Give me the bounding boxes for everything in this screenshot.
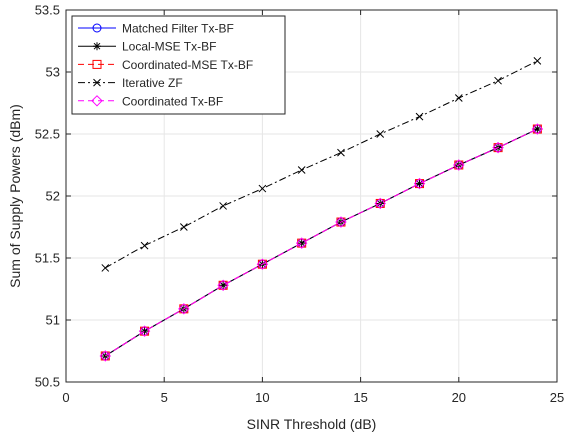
y-tick-label: 53.5 bbox=[35, 3, 60, 18]
legend-label: Matched Filter Tx-BF bbox=[122, 22, 234, 36]
data-point bbox=[376, 130, 385, 138]
data-point bbox=[413, 177, 426, 190]
data-point bbox=[100, 351, 110, 361]
y-tick-label: 52.5 bbox=[35, 127, 60, 142]
data-point bbox=[256, 258, 269, 270]
x-tick-label: 15 bbox=[353, 390, 367, 405]
data-point bbox=[493, 143, 503, 153]
y-axis-title: Sum of Supply Powers (dBm) bbox=[7, 104, 23, 288]
data-point bbox=[415, 112, 424, 121]
data-point bbox=[375, 198, 385, 208]
legend-marker bbox=[91, 95, 103, 107]
legend-box bbox=[71, 15, 286, 115]
data-point bbox=[336, 217, 346, 227]
legend-label: Iterative ZF bbox=[122, 76, 183, 90]
data-point bbox=[257, 259, 267, 269]
data-point bbox=[492, 141, 504, 154]
legend-label: Local-MSE Tx-BF bbox=[122, 40, 216, 54]
series-layer bbox=[99, 56, 544, 362]
data-point bbox=[218, 280, 228, 290]
x-tick-label: 0 bbox=[62, 390, 69, 405]
x-tick-label: 5 bbox=[161, 390, 168, 405]
x-axis-title: SINR Threshold (dB) bbox=[247, 416, 377, 432]
data-point bbox=[415, 179, 425, 189]
legend: Matched Filter Tx-BF Local-MSE Tx-BF Coord… bbox=[71, 15, 286, 115]
x-tick-label: 10 bbox=[255, 390, 269, 405]
data-point bbox=[453, 159, 465, 171]
data-point bbox=[179, 223, 188, 231]
data-point bbox=[297, 166, 306, 174]
x-tick-label: 20 bbox=[452, 390, 466, 405]
data-point bbox=[297, 239, 306, 248]
data-point bbox=[140, 241, 149, 250]
legend-label: Coordinated Tx-BF bbox=[122, 94, 223, 108]
data-point bbox=[531, 123, 544, 135]
data-point bbox=[179, 304, 189, 314]
data-point bbox=[295, 237, 308, 249]
data-point bbox=[178, 303, 190, 315]
legend-marker bbox=[92, 59, 102, 69]
data-point bbox=[219, 202, 227, 210]
data-point bbox=[99, 350, 111, 362]
series-4 bbox=[99, 123, 544, 362]
data-point bbox=[219, 281, 228, 290]
data-point bbox=[140, 326, 150, 336]
legend-marker bbox=[93, 78, 101, 87]
y-tick-label: 50.5 bbox=[35, 375, 60, 390]
y-tick-label: 51.5 bbox=[35, 251, 60, 266]
y-tick-label: 52 bbox=[46, 189, 60, 204]
data-point bbox=[533, 56, 542, 65]
legend-marker bbox=[93, 42, 101, 51]
data-point bbox=[454, 160, 464, 170]
data-point bbox=[374, 197, 386, 210]
data-point bbox=[258, 184, 267, 193]
y-tick-label: 53 bbox=[46, 65, 60, 80]
data-point bbox=[533, 125, 542, 134]
y-tick-label: 51 bbox=[46, 313, 60, 328]
data-point bbox=[138, 325, 151, 337]
series-3 bbox=[101, 56, 542, 272]
data-point bbox=[335, 216, 347, 228]
series-line bbox=[105, 60, 538, 269]
data-point bbox=[532, 124, 542, 134]
data-point bbox=[101, 264, 110, 272]
data-point bbox=[140, 327, 149, 336]
data-point bbox=[415, 179, 424, 188]
data-point bbox=[297, 238, 307, 248]
data-point bbox=[494, 76, 502, 85]
data-point bbox=[217, 279, 229, 291]
x-tick-label: 25 bbox=[550, 390, 564, 405]
data-point bbox=[337, 148, 345, 157]
series-line bbox=[105, 128, 538, 357]
tick-layer: 0 5 10 15 20 25 50.5 51 51.5 52 52.5 53 53.5 bbox=[35, 3, 565, 406]
data-point bbox=[454, 94, 463, 102]
legend-label: Coordinated-MSE Tx-BF bbox=[122, 58, 253, 72]
legend-marker bbox=[92, 23, 102, 33]
